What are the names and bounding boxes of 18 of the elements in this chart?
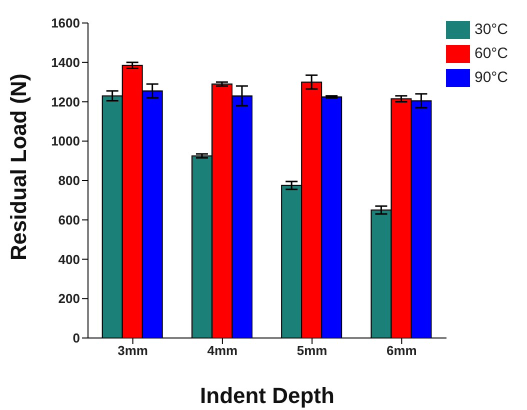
y-tick-label: 400 (58, 252, 80, 267)
y-tick-label: 1200 (51, 94, 80, 110)
x-tick-label: 4mm (207, 343, 238, 358)
x-tick-label: 6mm (386, 343, 417, 358)
y-tick-label: 200 (58, 291, 80, 306)
legend-label: 60°C (474, 45, 508, 62)
y-tick-label: 600 (58, 212, 80, 228)
x-axis-title: Indent Depth (200, 383, 334, 408)
x-tick-label: 5mm (296, 343, 328, 358)
legend-label: 90°C (474, 69, 508, 86)
y-axis-title: Residual Load (N) (6, 73, 31, 260)
y-tick-label: 1400 (51, 54, 80, 70)
x-tick-label: 3mm (118, 343, 148, 358)
y-tick-label: 0 (72, 330, 80, 346)
y-tick-label: 1600 (51, 16, 80, 31)
y-tick-label: 800 (58, 173, 80, 188)
y-tick-label: 1000 (51, 134, 80, 149)
legend-label: 30°C (474, 21, 508, 38)
